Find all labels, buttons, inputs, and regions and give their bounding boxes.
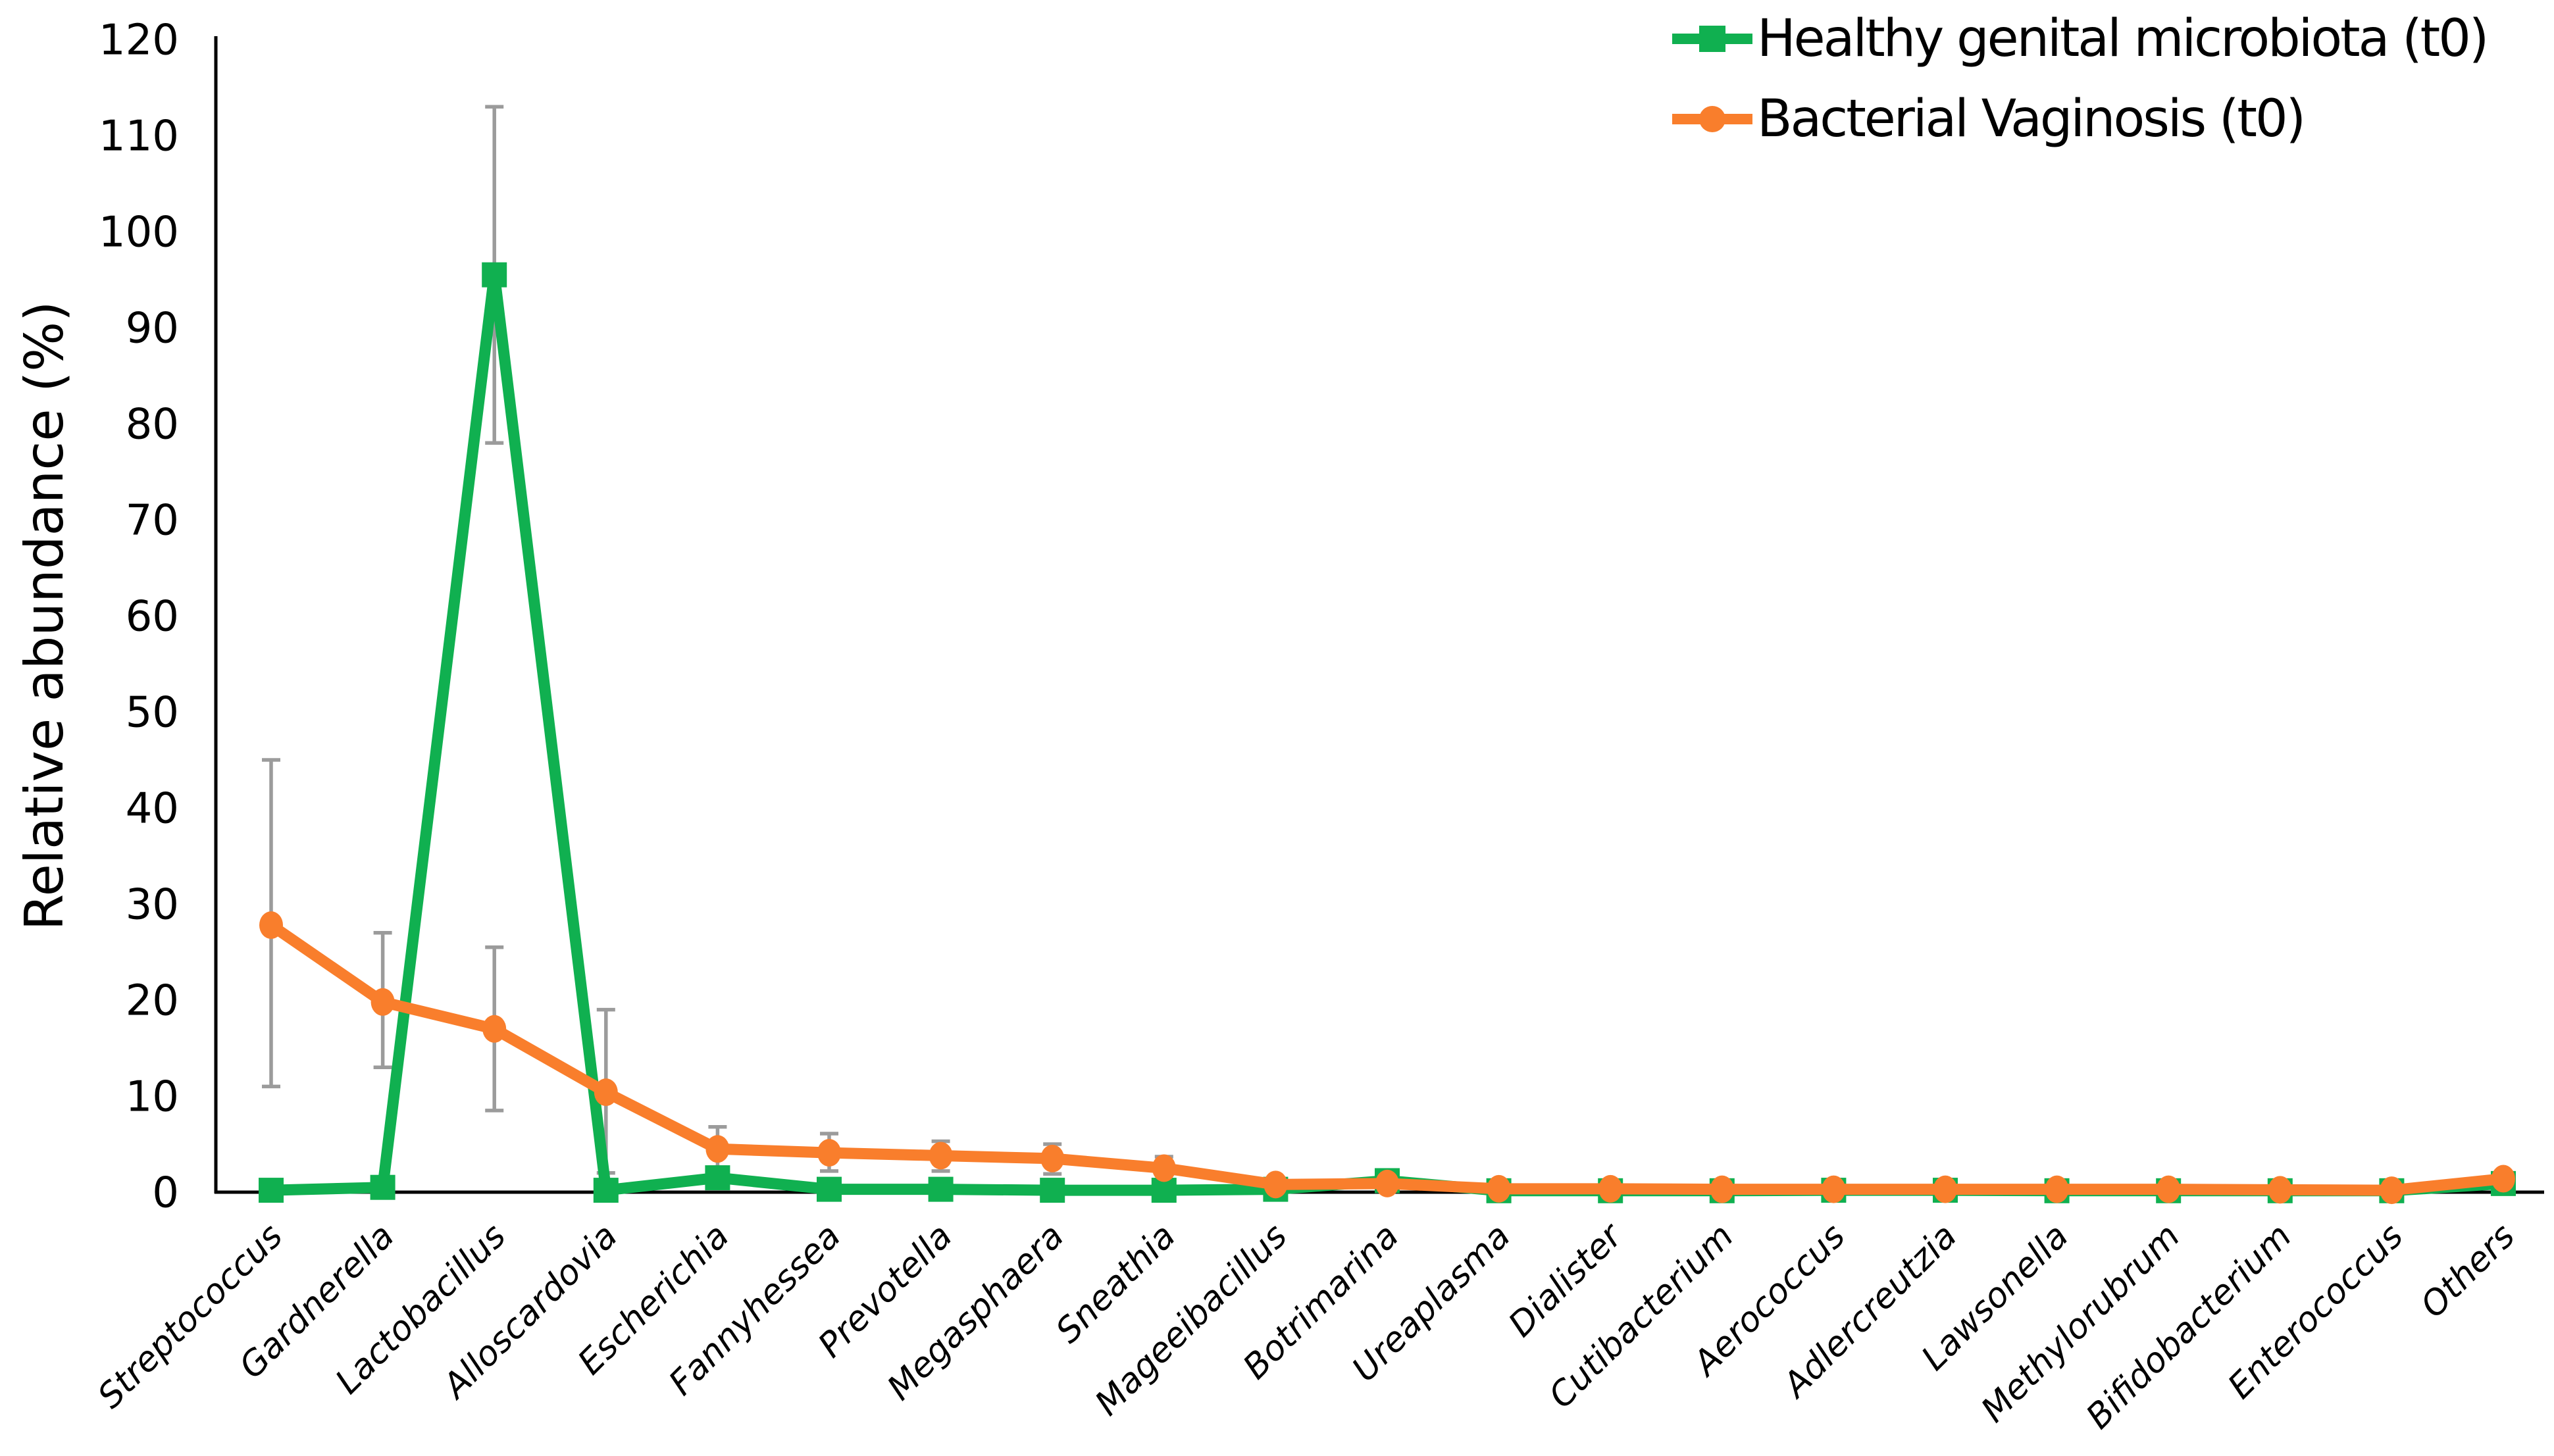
data-point-circle [482,1015,507,1043]
data-point-circle [1710,1175,1734,1203]
data-point-circle [817,1139,841,1167]
data-point-circle [1598,1174,1623,1203]
data-point-square [705,1165,730,1191]
data-point-square [259,1178,284,1203]
data-point-square [928,1176,954,1202]
legend-label-bv: Bacterial Vaginosis (t0) [1757,89,2306,149]
data-point-circle [1822,1175,1846,1203]
x-category-label-bifidobacterium: Bifidobacterium [2079,1217,2299,1437]
data-point-square [482,262,507,288]
data-point-circle [2380,1176,2404,1205]
data-point-circle [1264,1170,1288,1199]
data-point-square [593,1178,619,1203]
data-point-square [370,1174,396,1200]
data-point-circle [259,911,283,940]
x-category-label-methylorubrum: Methylorubrum [1974,1217,2187,1430]
x-category-label-others: Others [2413,1217,2522,1326]
y-tick-label-10: 10 [126,1072,179,1121]
y-tick-label-40: 40 [126,784,179,833]
data-point-square [817,1176,842,1202]
data-point-circle [594,1078,618,1107]
y-axis-title: Relative abundance (%) [14,301,75,931]
y-tick-label-70: 70 [126,496,179,545]
data-point-circle [2045,1175,2069,1203]
data-point-circle [705,1135,730,1163]
legend-item-bv: Bacterial Vaginosis (t0) [1670,86,2487,153]
data-point-circle [2157,1175,2181,1203]
data-point-circle [1040,1144,1065,1172]
data-point-square [1040,1178,1065,1203]
legend-square-marker-icon [1672,26,1752,52]
y-tick-label-0: 0 [152,1168,179,1217]
y-tick-label-110: 110 [99,112,179,161]
legend: Healthy genital microbiota (t0) Bacteria… [1670,5,2489,153]
y-tick-label-30: 30 [126,880,179,929]
y-tick-label-60: 60 [126,592,179,641]
data-point-circle [1152,1154,1176,1182]
y-tick-label-90: 90 [126,304,179,353]
y-tick-label-20: 20 [126,976,179,1025]
legend-circle-marker-icon [1672,106,1752,132]
y-tick-label-50: 50 [126,688,179,737]
x-category-label-streptococcus: Streptococcus [90,1217,290,1417]
data-point-circle [1487,1174,1511,1203]
data-point-circle [2491,1165,2515,1193]
y-tick-label-120: 120 [99,16,179,64]
y-tick-label-80: 80 [126,400,179,449]
legend-label-healthy: Healthy genital microbiota (t0) [1757,9,2489,68]
data-point-circle [929,1142,953,1170]
data-point-circle [2268,1176,2292,1204]
legend-item-healthy: Healthy genital microbiota (t0) [1670,5,2489,72]
y-tick-label-100: 100 [99,208,179,257]
data-point-circle [1375,1169,1399,1197]
data-point-circle [1933,1175,1957,1203]
data-point-circle [370,988,395,1016]
x-category-label-mageeibacillus: Mageeibacillus [1088,1217,1295,1424]
